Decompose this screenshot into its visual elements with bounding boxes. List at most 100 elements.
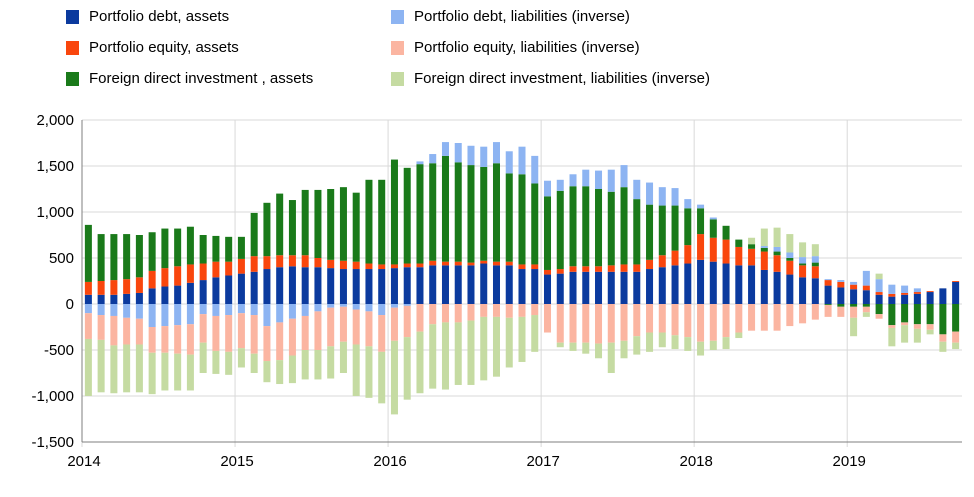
bar-segment: [556, 179, 564, 191]
bar-segment: [582, 266, 590, 272]
bar-segment: [633, 304, 641, 337]
bar-segment: [786, 304, 794, 327]
bar-segment: [875, 292, 883, 295]
bar-segment: [748, 248, 756, 266]
bar-segment: [148, 232, 156, 271]
bar-segment: [569, 342, 577, 351]
bar-segment: [518, 264, 526, 270]
bar-segment: [518, 146, 526, 175]
bar-segment: [237, 236, 245, 259]
bar-segment: [123, 317, 131, 345]
bar-segment: [301, 315, 309, 350]
bar-segment: [773, 304, 781, 331]
bar-segment: [595, 189, 603, 267]
bar-segment: [646, 204, 654, 260]
bar-segment: [416, 304, 424, 332]
bar-segment: [339, 187, 347, 261]
bar-segment: [199, 280, 207, 304]
bar-segment: [492, 316, 500, 377]
bar-segment: [926, 324, 934, 330]
bar-segment: [378, 264, 386, 270]
bar-segment: [837, 287, 845, 304]
bar-segment: [314, 189, 322, 258]
bar-segment: [544, 180, 552, 197]
bar-segment: [850, 306, 858, 318]
bar-segment: [148, 288, 156, 304]
bar-segment: [378, 351, 386, 404]
bar-segment: [97, 234, 105, 281]
bar-segment: [403, 167, 411, 264]
bar-segment: [237, 313, 245, 349]
bar-segment: [174, 325, 182, 354]
bar-segment: [595, 343, 603, 359]
bar-segment: [569, 186, 577, 267]
bar-segment: [288, 304, 296, 319]
bar-segment: [263, 361, 271, 383]
x-tick-label: 2019: [833, 453, 866, 470]
bar-segment: [748, 237, 756, 245]
bar-segment: [467, 165, 475, 263]
bar-segment: [454, 162, 462, 262]
bar-segment: [84, 304, 92, 314]
bar-segment: [467, 145, 475, 166]
bar-segment: [212, 350, 220, 374]
bar-segment: [709, 237, 717, 262]
bar-segment: [84, 281, 92, 295]
bar-segment: [646, 304, 654, 333]
legend-swatch: [391, 71, 404, 86]
bar-segment: [467, 304, 475, 321]
bar-segment: [799, 242, 807, 258]
bar-segment: [441, 304, 449, 323]
bar-segment: [84, 338, 92, 396]
bar-segment: [633, 199, 641, 265]
bar-segment: [135, 304, 143, 319]
x-tick-label: 2014: [67, 453, 100, 470]
bar-segment: [339, 260, 347, 270]
bar-segment: [607, 342, 615, 373]
bar-segment: [314, 350, 322, 380]
bar-segment: [671, 188, 679, 206]
bar-segment: [84, 294, 92, 304]
bar-segment: [97, 339, 105, 393]
bar-segment: [263, 256, 271, 270]
bar-segment: [250, 212, 258, 257]
bar-segment: [722, 225, 730, 240]
bar-segment: [492, 261, 500, 266]
bar-segment: [378, 179, 386, 265]
x-tick-label: 2018: [679, 453, 712, 470]
bar-segment: [735, 265, 743, 304]
bar-segment: [454, 261, 462, 266]
bar-segment: [250, 271, 258, 304]
bar-segment: [467, 320, 475, 385]
bar-segment: [174, 285, 182, 304]
bar-segment: [429, 265, 437, 304]
bar-segment: [327, 259, 335, 269]
axes: -1,500 -1,000 -500 0 500 1,000 1,500 2,000 2014 2…: [31, 112, 962, 470]
bar-segment: [544, 196, 552, 270]
bar-segment: [352, 261, 360, 270]
bar-segment: [225, 304, 233, 316]
bar-segment: [671, 265, 679, 304]
bar-segment: [926, 292, 934, 304]
legend-item-portfolio-debt-liabilities: Portfolio debt, liabilities (inverse): [391, 8, 630, 25]
bar-segment: [110, 304, 118, 316]
bar-segment: [901, 322, 909, 326]
bar-segment: [850, 317, 858, 337]
bar-segment: [850, 281, 858, 285]
bar-segment: [135, 318, 143, 345]
bar-segment: [148, 352, 156, 395]
bar-segment: [888, 293, 896, 297]
bar-segment: [760, 247, 768, 252]
bar-segment: [97, 315, 105, 340]
bar-segment: [403, 304, 411, 306]
bar-segment: [97, 281, 105, 295]
bar-segment: [646, 182, 654, 205]
bar-segment: [339, 269, 347, 304]
bar-segment: [288, 355, 296, 384]
bar-segment: [697, 234, 705, 260]
bar-segment: [862, 290, 870, 304]
bar-segment: [531, 183, 539, 265]
bar-segment: [748, 304, 756, 331]
bar-segment: [314, 304, 322, 312]
bar-segment: [620, 264, 628, 272]
